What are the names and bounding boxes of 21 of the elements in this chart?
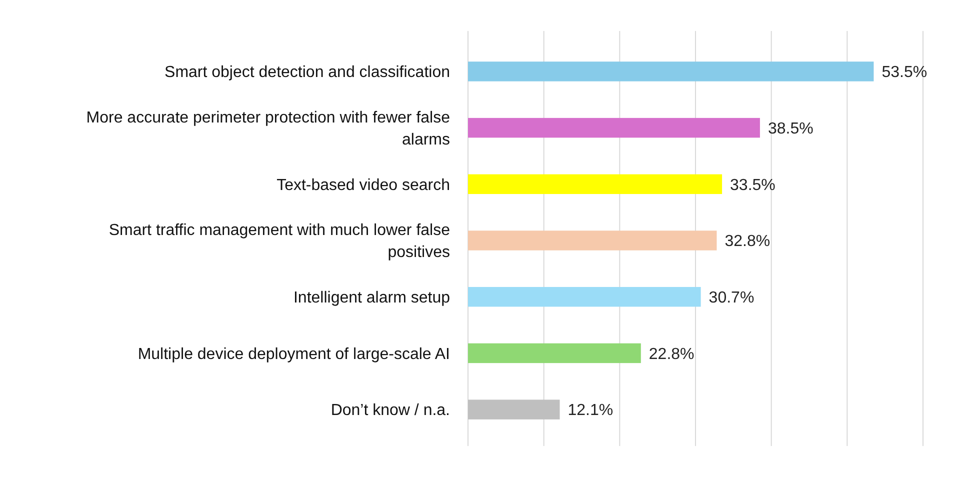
data-label: 32.8% [724,233,770,250]
bar [468,343,641,364]
data-label: 30.7% [708,289,754,306]
bar [468,118,760,138]
data-label: 22.8% [648,346,694,363]
y-tick-label: Don’t know / n.a. [330,402,450,420]
data-label: 12.1% [568,402,614,420]
data-label: 33.5% [730,176,776,194]
y-tick-label: Smart object detection and classification [164,64,450,82]
y-tick-label: Text-based video search [276,176,450,194]
data-label: 53.5% [882,64,928,82]
bar [468,62,874,82]
y-tick-label: Smart traffic management with much lower false positives [108,222,450,262]
y-tick-label: Intelligent alarm setup [293,289,450,306]
bar [468,286,701,307]
bar [468,400,560,420]
y-tick-label: Multiple device deployment of large-scale AI [138,346,450,363]
bar [468,230,717,250]
y-tick-label: More accurate perimeter protection with fewer false alarms [86,109,450,148]
bar [468,174,722,194]
data-label: 38.5% [768,120,814,138]
